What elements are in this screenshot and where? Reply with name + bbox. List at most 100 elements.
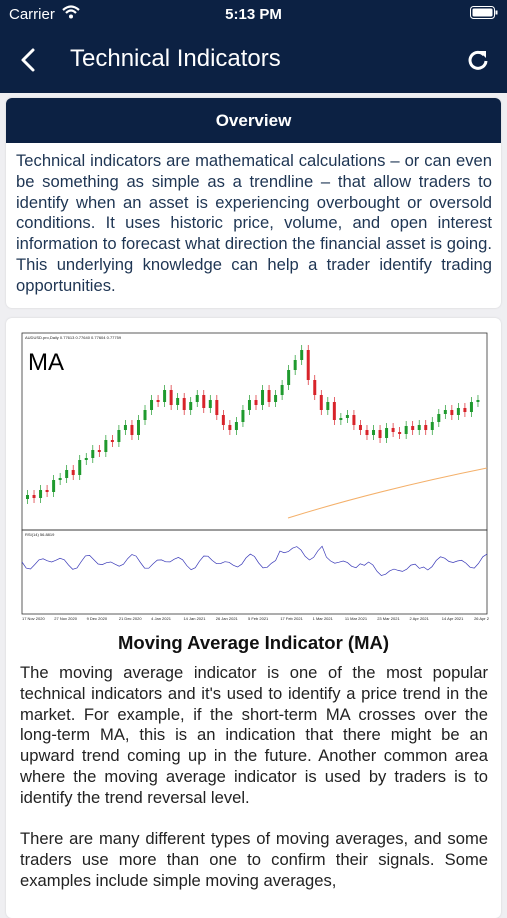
candle-body (469, 402, 473, 412)
paragraph: There are many different types of moving… (20, 829, 488, 890)
candle-body (71, 470, 75, 475)
candle-body (391, 428, 395, 432)
candle-body (117, 430, 121, 442)
overview-text: Technical indicators are mathematical ca… (16, 151, 492, 295)
refresh-button[interactable] (466, 48, 490, 72)
candle-body (208, 400, 212, 408)
candle-body (84, 458, 88, 460)
candle-body (352, 415, 356, 425)
rsi-line (21, 545, 488, 576)
candle-body (306, 350, 310, 380)
candle-body (195, 395, 199, 402)
candle-body (136, 420, 140, 435)
image-date: 9 Dec 2020 (87, 616, 108, 621)
candle-body (358, 425, 362, 430)
image-date: 1 Mar 2021 (313, 616, 334, 621)
back-button[interactable] (18, 47, 38, 73)
candle-body (365, 430, 369, 435)
candle-body (456, 408, 460, 415)
image-date: 4 Jan 2021 (151, 616, 172, 621)
candle-body (463, 408, 467, 412)
article-card: AUDUSD.pro,Daily 0.77613 0.77640 0.77604… (6, 318, 501, 918)
image-date: 14 Apr 2021 (442, 616, 464, 621)
image-date: 27 Nov 2020 (54, 616, 77, 621)
candle-body (150, 400, 154, 410)
candle-body (169, 390, 173, 405)
image-date: 11 Mar 2021 (345, 616, 368, 621)
candle-body (345, 415, 349, 418)
article-body: The moving average indicator is one of t… (20, 663, 488, 892)
candle-body (450, 410, 454, 415)
candle-body (130, 425, 134, 435)
candle-body (247, 400, 251, 410)
candle-body (104, 440, 108, 452)
nav-bar: Carrier 5:13 PM Technical Indicators (0, 0, 507, 93)
candle-body (332, 402, 336, 420)
candle-body (261, 390, 265, 405)
image-indicator: RSI(14) 56.8819 (25, 532, 55, 537)
candle-body (339, 418, 343, 420)
candle-body (267, 390, 271, 402)
candle-body (143, 410, 147, 420)
candle-body (411, 426, 415, 430)
ma-line (287, 467, 488, 519)
article-heading: Moving Average Indicator (MA) (117, 632, 389, 653)
screen-title: Technical Indicators (70, 45, 281, 72)
candle-body (156, 400, 160, 402)
chart-image: AUDUSD.pro,Daily 0.77613 0.77640 0.77604… (18, 330, 489, 622)
candle-body (313, 380, 317, 395)
candle-body (32, 495, 36, 498)
candle-body (163, 390, 167, 402)
image-date: 26 Jan 2021 (216, 616, 239, 621)
candle-body (65, 470, 69, 478)
candle-body (287, 370, 291, 385)
candle-body (110, 440, 114, 442)
image-date: 17 Feb 2021 (280, 616, 303, 621)
wifi-icon (62, 5, 80, 19)
candle-body (202, 395, 206, 408)
candle-body (274, 395, 278, 402)
candle-body (215, 400, 219, 415)
candle-body (45, 490, 49, 492)
candle-body (372, 430, 376, 435)
candle-body (424, 425, 428, 430)
candle-body (430, 422, 434, 430)
candle-body (378, 430, 382, 438)
candle-body (26, 495, 29, 499)
image-date: 21 Dec 2020 (119, 616, 142, 621)
carrier: Carrier (9, 6, 55, 23)
candle-body (97, 450, 101, 452)
candle-body (280, 385, 284, 395)
candle-body (241, 410, 245, 422)
candle-body (319, 395, 323, 410)
candle-body (417, 425, 421, 430)
candle-body (91, 450, 95, 458)
image-date: 14 Jan 2021 (183, 616, 206, 621)
candle-body (176, 398, 180, 405)
candle-body (293, 360, 297, 370)
battery-icon (470, 6, 498, 19)
image-date: 17 Nov 2020 (22, 616, 45, 621)
paragraph: The moving average indicator is one of t… (20, 663, 488, 807)
overview-card: Overview Technical indicators are mathem… (6, 98, 501, 308)
candle-body (221, 415, 225, 425)
image-label: MA (28, 349, 64, 376)
candle-body (123, 425, 127, 430)
candle-body (234, 422, 238, 430)
image-date: 26 Apr 2021 (474, 616, 489, 621)
candle-body (52, 480, 56, 492)
candle-body (300, 350, 304, 360)
image-date: 23 Mar 2021 (377, 616, 400, 621)
candle-body (189, 402, 193, 410)
candle-body (39, 490, 43, 498)
clock: 5:13 PM (225, 6, 282, 23)
candle-body (326, 402, 330, 410)
image-date: 2 Apr 2021 (410, 616, 430, 621)
candle-body (398, 432, 402, 434)
candle-body (228, 425, 232, 430)
candle-body (78, 460, 82, 475)
candle-body (476, 400, 480, 402)
candle-body (385, 428, 389, 438)
candle-body (443, 410, 447, 414)
